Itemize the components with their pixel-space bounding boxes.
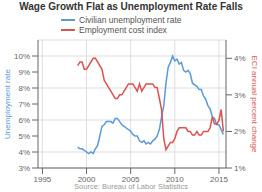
svg-text:6%: 6% [18,116,30,125]
svg-text:5%: 5% [18,132,30,141]
html-text:Civilian unemployment rate: Civilian unemployment rate [79,15,182,25]
svg-text:ECI annual percent change: ECI annual percent change [250,56,254,154]
html-text:Employment cost index: Employment cost index [79,25,167,35]
svg-text:3%: 3% [18,164,30,173]
svg-text:2%: 2% [234,127,246,136]
html-text:Wage Growth Flat as Unemployme: Wage Growth Flat as Unemployment Rate Fa… [19,1,243,12]
svg-text:4%: 4% [234,54,246,63]
svg-text:10%: 10% [14,52,30,61]
html-text:Source: Bureau of Labor Statis: Source: Bureau of Labor Statistics [74,182,188,191]
svg-text:3%: 3% [234,91,246,100]
svg-text:8%: 8% [18,84,30,93]
svg-text:1995: 1995 [34,175,52,182]
svg-text:2015: 2015 [210,175,228,182]
svg-text:Unemployment rate: Unemployment rate [8,69,12,139]
svg-text:4%: 4% [18,148,30,157]
svg-text:9%: 9% [18,68,30,77]
svg-text:2005: 2005 [122,175,140,182]
svg-text:2010: 2010 [166,175,184,182]
svg-text:7%: 7% [18,100,30,109]
svg-text:1%: 1% [234,164,246,173]
svg-text:2000: 2000 [78,175,96,182]
